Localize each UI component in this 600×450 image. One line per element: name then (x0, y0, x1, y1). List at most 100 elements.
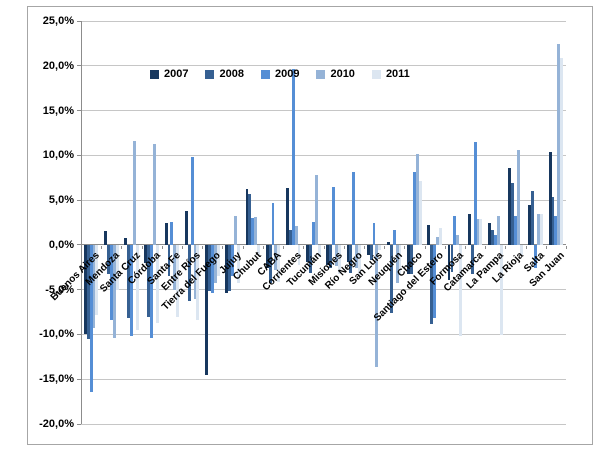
bar (228, 244, 232, 292)
bar (236, 244, 240, 284)
y-tick-label: 15,0% (42, 104, 74, 117)
y-axis-tick (77, 423, 81, 425)
bar (254, 217, 258, 245)
bar (277, 244, 281, 282)
y-axis-tick (77, 244, 81, 246)
x-axis-tick (101, 245, 103, 249)
y-axis-tick (77, 20, 81, 22)
bar (176, 244, 180, 317)
x-axis-tick (505, 245, 507, 249)
bar (352, 172, 356, 245)
bar (294, 226, 298, 245)
y-tick-label: 20,0% (42, 59, 74, 72)
bar (245, 189, 249, 245)
legend-swatch (150, 70, 159, 79)
bar (109, 244, 113, 321)
bar (173, 244, 177, 290)
bar (150, 244, 154, 338)
y-tick-label: 0,0% (48, 238, 74, 251)
bar (156, 244, 159, 323)
gridline (81, 378, 566, 380)
bar (187, 244, 191, 302)
bar (392, 229, 396, 245)
bar (130, 244, 133, 337)
gridline (81, 65, 566, 67)
x-axis-tick (121, 245, 123, 249)
x-axis-tick (262, 245, 264, 249)
x-axis-tick (525, 245, 527, 249)
x-axis-tick (242, 245, 244, 249)
bar (326, 244, 330, 265)
bar (196, 244, 200, 321)
bar (499, 244, 503, 336)
x-axis-tick (283, 245, 285, 249)
y-axis-tick (77, 378, 81, 380)
y-axis-line (81, 21, 82, 424)
bar (89, 244, 93, 392)
bar (467, 214, 471, 245)
legend-swatch (371, 70, 381, 79)
y-tick-label: -5,0% (45, 283, 74, 296)
gridline (81, 110, 566, 112)
gridline (81, 289, 566, 291)
bar (479, 218, 483, 245)
bar (551, 196, 555, 245)
bar (335, 244, 338, 267)
bar (306, 244, 310, 262)
bar (514, 216, 517, 245)
bar (231, 244, 234, 277)
x-axis-tick (485, 245, 487, 249)
gridline (81, 199, 566, 201)
bar (531, 191, 535, 245)
bar (86, 244, 90, 339)
bar (83, 244, 87, 335)
bar (234, 216, 237, 245)
y-axis-tick (77, 199, 81, 201)
bar (372, 223, 376, 245)
bar (144, 244, 148, 263)
bar (386, 242, 390, 245)
x-axis-tick (404, 245, 406, 249)
legend-swatch (260, 70, 270, 79)
bar (473, 141, 477, 245)
bar (447, 244, 451, 280)
bar (132, 141, 136, 245)
bar (167, 244, 171, 277)
bar (257, 244, 260, 255)
x-axis-tick (141, 245, 143, 249)
bar (355, 244, 359, 269)
x-axis-tick (323, 245, 325, 249)
bar (104, 231, 107, 245)
bar (274, 244, 278, 270)
bar (337, 244, 341, 275)
bar (329, 244, 333, 269)
legend-swatch (205, 70, 215, 79)
bar (124, 237, 128, 245)
bar (268, 244, 272, 284)
bar (213, 244, 217, 284)
bar (534, 244, 538, 269)
legend: 2007 2008 2009 2010 2011 (150, 69, 410, 80)
bar (210, 244, 214, 294)
bar (309, 244, 312, 273)
bar (311, 221, 315, 245)
bar (115, 244, 119, 290)
bar (358, 244, 362, 276)
bar (216, 244, 220, 277)
gridline (81, 154, 566, 156)
bar (470, 244, 474, 274)
bar (537, 214, 541, 245)
bar (291, 69, 295, 245)
bar (271, 202, 275, 245)
bar (193, 244, 197, 299)
x-axis-tick (202, 245, 204, 249)
bar (135, 244, 139, 330)
y-tick-label: 5,0% (48, 194, 74, 207)
legend-label: 2011 (385, 68, 410, 80)
bar (288, 229, 292, 245)
bar (314, 175, 318, 245)
legend-item: 2010 (316, 69, 355, 80)
bar (490, 229, 494, 245)
